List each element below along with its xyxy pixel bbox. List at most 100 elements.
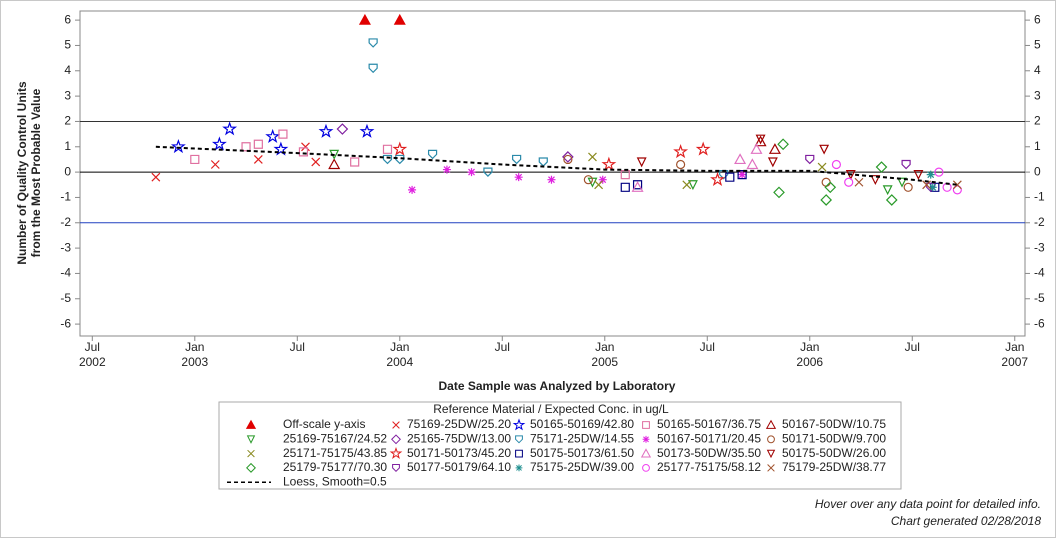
marker xyxy=(817,162,827,172)
marker xyxy=(805,154,815,165)
legend-label: 50171-50173/45.20 xyxy=(407,446,511,460)
legend-marker xyxy=(640,448,652,458)
y-tick-label: 3 xyxy=(64,88,71,102)
marker xyxy=(636,157,647,168)
marker xyxy=(695,141,711,156)
legend-label: 75179-25DW/38.77 xyxy=(782,460,886,474)
marker xyxy=(483,167,493,177)
marker xyxy=(562,151,574,163)
y-tick-label: 2 xyxy=(64,114,71,128)
x-tick-label: Jan 2003 xyxy=(181,340,209,369)
marker xyxy=(547,175,556,184)
marker xyxy=(767,157,778,168)
y-tick-label: -4 xyxy=(60,266,71,280)
marker xyxy=(926,170,935,179)
marker xyxy=(151,172,161,182)
legend-marker xyxy=(515,449,523,458)
marker xyxy=(467,168,476,177)
marker xyxy=(673,144,689,159)
y2-tick-label: 5 xyxy=(1034,38,1041,52)
y2-tick-label: -2 xyxy=(1034,215,1045,229)
y-tick-label: -3 xyxy=(60,240,71,254)
y-tick-label: 1 xyxy=(64,139,71,153)
y2-tick-label: -6 xyxy=(1034,316,1045,330)
marker xyxy=(594,180,604,190)
legend-marker xyxy=(515,464,523,472)
marker xyxy=(358,13,371,25)
legend-label: 50167-50171/20.45 xyxy=(657,431,761,445)
marker xyxy=(682,180,692,190)
legend-label: 25165-75DW/13.00 xyxy=(407,431,511,445)
marker xyxy=(821,177,831,187)
marker xyxy=(820,194,833,206)
marker xyxy=(278,129,288,139)
legend-label: 50167-50DW/10.75 xyxy=(782,417,886,431)
x-tick-label: Jan 2005 xyxy=(591,340,619,369)
legend-label: 50175-50173/61.50 xyxy=(530,446,634,460)
legend-marker xyxy=(245,419,257,429)
legend-label: Loess, Smooth=0.5 xyxy=(283,474,387,488)
marker xyxy=(738,170,747,179)
y-tick-label: 5 xyxy=(64,38,71,52)
marker xyxy=(934,167,944,177)
y-tick-label: 0 xyxy=(64,164,71,178)
marker xyxy=(588,152,597,162)
marker xyxy=(598,175,607,184)
marker xyxy=(538,157,548,167)
marker xyxy=(392,141,408,156)
marker xyxy=(350,157,360,167)
marker xyxy=(408,185,417,194)
marker xyxy=(273,141,289,156)
legend-marker xyxy=(512,418,526,431)
y2-tick-label: -4 xyxy=(1034,266,1045,280)
y2-tick-label: 0 xyxy=(1034,164,1041,178)
legend-marker xyxy=(766,449,776,459)
legend-label: 75169-25DW/25.20 xyxy=(407,417,511,431)
legend-marker xyxy=(642,435,650,443)
legend-marker xyxy=(642,464,650,472)
marker xyxy=(928,183,937,192)
marker xyxy=(328,158,341,170)
marker xyxy=(824,181,837,194)
marker xyxy=(190,154,200,165)
marker xyxy=(631,181,644,192)
legend-label: 75171-25DW/14.55 xyxy=(530,431,634,445)
marker xyxy=(583,175,593,185)
marker xyxy=(601,156,617,171)
marker xyxy=(253,139,263,149)
marker xyxy=(620,182,630,192)
legend-title: Reference Material / Expected Conc. in u… xyxy=(433,402,669,416)
marker xyxy=(773,186,785,199)
marker xyxy=(318,123,334,138)
marker xyxy=(725,172,735,182)
legend-marker xyxy=(392,421,400,429)
hover-note: Hover over any data point for detailed i… xyxy=(814,497,1041,511)
legend-label: 75175-25DW/39.00 xyxy=(530,460,634,474)
legend-marker xyxy=(247,449,255,458)
legend-marker xyxy=(767,464,775,472)
marker xyxy=(755,134,766,145)
legend-label: 25171-75175/43.85 xyxy=(283,446,387,460)
y-axis-title-line: Number of Quality Control Units xyxy=(15,81,29,265)
marker xyxy=(265,128,281,143)
loess-line xyxy=(155,145,958,186)
legend-label: 50173-50DW/35.50 xyxy=(657,446,761,460)
marker xyxy=(913,170,924,180)
marker xyxy=(311,157,321,167)
marker xyxy=(901,159,911,170)
marker xyxy=(777,138,789,151)
marker xyxy=(442,165,451,174)
marker xyxy=(395,154,405,165)
marker xyxy=(885,194,898,206)
y-tick-label: -2 xyxy=(60,215,71,229)
marker xyxy=(241,142,251,152)
marker xyxy=(844,177,854,187)
marker xyxy=(903,182,913,192)
marker xyxy=(734,153,747,165)
marker xyxy=(746,158,759,170)
legend-label: 50171-50DW/9.700 xyxy=(782,431,886,445)
x-tick-label: Jul xyxy=(699,340,715,354)
legend-label: 50177-50179/64.10 xyxy=(407,460,511,474)
